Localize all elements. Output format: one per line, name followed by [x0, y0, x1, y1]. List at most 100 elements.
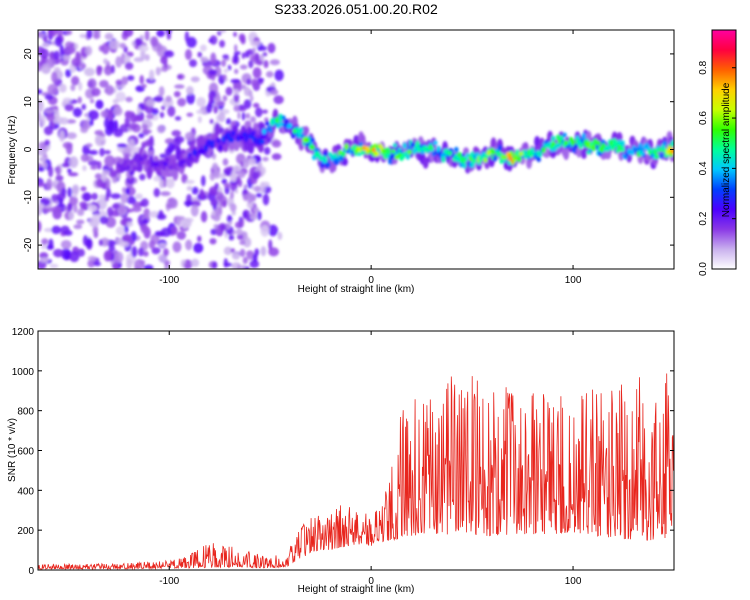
spectrogram-noise-blob [94, 129, 104, 136]
y-tick-label: -10 [23, 190, 34, 205]
spectrogram-ridge-blob [433, 140, 438, 146]
spectrogram-noise-blob [222, 54, 229, 60]
spectrogram-noise-blob [164, 259, 171, 266]
spectrogram-noise-blob [200, 56, 209, 62]
spectrogram-noise-blob [190, 258, 200, 268]
spectrogram-noise-blob [171, 130, 182, 137]
spectrogram-noise-blob [163, 248, 169, 257]
spectrogram-noise-blob [200, 175, 206, 187]
y-tick-label: -20 [23, 237, 34, 252]
spectrogram-noise-blob [224, 169, 232, 175]
spectrogram-noise-blob [79, 201, 88, 208]
spectrogram-noise-blob [209, 172, 215, 181]
spectrogram-noise-blob [184, 49, 192, 61]
spectrogram-noise-blob [39, 33, 46, 39]
spectrogram-noise-blob [133, 116, 145, 122]
spectrogram-noise-blob [67, 168, 72, 174]
spectrogram-ridge-blob [365, 145, 370, 153]
spectrogram-noise-blob [213, 224, 218, 229]
spectrogram-ridge-blob [310, 137, 315, 143]
spectrogram-noise-blob [81, 103, 87, 111]
spectrogram-ridge-blob [182, 153, 188, 159]
spectrogram-noise-blob [79, 33, 87, 39]
spectrogram-noise-blob [85, 45, 93, 56]
spectrogram-noise-blob [134, 265, 142, 269]
spectrogram-noise-blob [120, 218, 128, 227]
spectrogram-noise-blob [167, 142, 175, 154]
spectrogram-noise-blob [44, 109, 55, 114]
spectrogram-ridge-blob [656, 147, 661, 153]
spectrogram-noise-blob [124, 110, 132, 119]
spectrogram-ridge-blob [530, 147, 535, 153]
spectrogram-noise-blob [65, 69, 72, 78]
spectrogram-noise-blob [234, 188, 238, 194]
spectrogram-noise-blob [106, 188, 112, 198]
spectrogram-noise-blob [38, 202, 45, 210]
spectrogram-noise-blob [196, 109, 204, 115]
spectrogram-noise-blob [268, 247, 280, 257]
spectrogram-noise-blob [82, 165, 87, 172]
spectrogram-noise-blob [64, 103, 74, 112]
spectrogram-noise-blob [138, 133, 145, 139]
spectrogram-ridge-blob [492, 155, 498, 162]
spectrogram-ridge-blob [507, 154, 512, 161]
spectrogram-ridge-blob [192, 148, 197, 156]
spectrogram-noise-blob [252, 102, 260, 108]
spectrogram-noise-blob [225, 86, 233, 96]
spectrogram-noise-blob [59, 117, 69, 125]
spectrogram-noise-blob [98, 194, 106, 199]
x-tick-label: 100 [565, 275, 582, 286]
spectrogram-noise-blob [47, 30, 58, 37]
spectrogram-ridge-blob [315, 151, 320, 158]
spectrogram-noise-blob [250, 95, 254, 102]
spectrogram-noise-blob [234, 221, 242, 229]
spectrogram-ridge-blob [573, 143, 579, 149]
spectrogram-noise-blob [54, 36, 63, 47]
spectrogram-noise-blob [209, 95, 213, 105]
spectrogram-noise-blob [94, 173, 102, 180]
spectrogram-noise-blob [42, 42, 50, 47]
spectrogram-noise-blob [141, 83, 147, 89]
spectrogram-noise-blob [183, 200, 193, 206]
spectrogram-ridge-blob [383, 153, 388, 160]
spectrogram-noise-blob [115, 56, 123, 68]
spectrogram-noise-blob [111, 176, 118, 184]
spectrogram-ridge-blob [462, 157, 467, 163]
spectrogram-noise-blob [212, 162, 218, 171]
spectrogram-noise-blob [222, 74, 227, 80]
spectrogram-noise-blob [59, 83, 67, 93]
snr-y-label: SNR (10 * v/v) [7, 418, 18, 482]
spectrogram-ridge-blob [538, 151, 543, 157]
spectrogram-noise-blob [70, 84, 76, 92]
spectrogram-noise-blob [156, 124, 166, 134]
spectrogram-noise-blob [158, 210, 164, 219]
spectrogram-noise-blob [115, 91, 126, 102]
spectrogram-noise-blob [193, 242, 204, 254]
spectrogram-noise-blob [95, 99, 104, 110]
spectrogram-ridge-blob [551, 141, 556, 147]
spectrogram-ridge-blob [181, 159, 186, 165]
spectrogram-noise-blob [221, 178, 228, 185]
spectrogram-noise-blob [218, 111, 226, 123]
spectrogram-ridge-blob [137, 162, 142, 168]
spectrogram-noise-blob [88, 216, 100, 228]
spectrogram-ridge-blob [240, 125, 246, 133]
spectrogram-noise-blob [67, 202, 72, 212]
spectrogram-ridge-blob [486, 149, 491, 156]
spectrogram-noise-blob [159, 178, 165, 189]
spectrogram-ridge-blob [483, 157, 488, 163]
figure-title: S233.2026.051.00.20.R02 [274, 1, 438, 17]
spectrogram-ridge-blob [392, 143, 398, 148]
spectrogram-noise-blob [222, 200, 227, 208]
spectrogram-noise-blob [233, 53, 239, 64]
spectrogram-ridge-blob [518, 151, 524, 157]
spectrogram-noise-blob [163, 50, 175, 58]
spectrogram-noise-blob [190, 204, 199, 217]
spectrogram-noise-blob [101, 42, 110, 55]
spectrogram-ridge-blob [284, 118, 289, 126]
spectrogram-noise-blob [254, 248, 260, 257]
spectrogram-noise-blob [91, 192, 98, 200]
spectrogram-noise-blob [52, 248, 64, 258]
spectrogram-noise-blob [40, 114, 46, 127]
spectrogram-noise-blob [165, 177, 175, 189]
